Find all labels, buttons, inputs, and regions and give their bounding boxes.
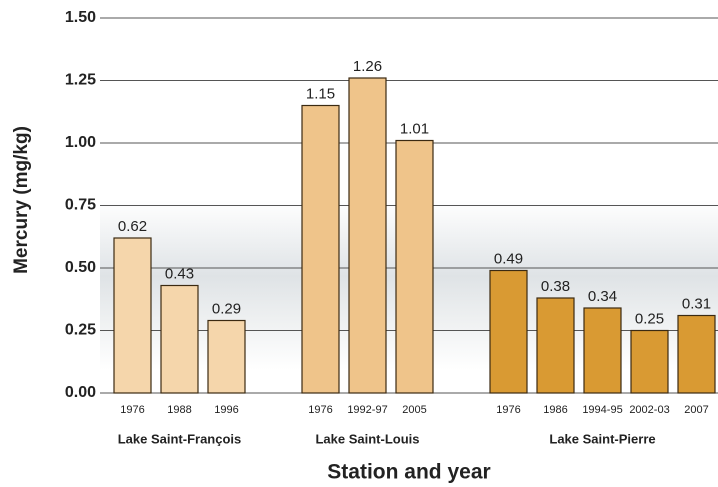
bar	[301, 104, 340, 394]
bar	[113, 237, 152, 394]
y-tick-label: 0.50	[65, 259, 96, 276]
value-label: 0.49	[494, 250, 523, 267]
value-label: 0.34	[588, 288, 617, 305]
x-tick-label: 1994-95	[582, 404, 622, 416]
bar	[583, 307, 622, 394]
value-label: 0.62	[118, 218, 147, 235]
bar	[630, 329, 669, 394]
x-tick-label: 1976	[120, 404, 144, 416]
value-label: 1.01	[400, 120, 429, 137]
y-tick-label: 0.00	[65, 384, 96, 401]
bar	[348, 77, 387, 394]
bar	[395, 139, 434, 394]
value-label: 1.26	[353, 58, 382, 75]
y-tick-label: 0.25	[65, 322, 96, 339]
value-label: 0.43	[165, 265, 194, 282]
x-axis-title: Station and year	[327, 461, 490, 484]
bar	[207, 319, 246, 394]
y-axis-title: Mercury (mg/kg)	[11, 126, 32, 274]
y-tick-label: 1.50	[65, 9, 96, 26]
bar	[536, 297, 575, 394]
x-tick-label: 2007	[684, 404, 708, 416]
x-tick-label: 1976	[308, 404, 332, 416]
bar	[160, 284, 199, 394]
value-label: 0.25	[635, 310, 664, 327]
group-label: Lake Saint-François	[118, 431, 242, 446]
y-tick-label: 1.25	[65, 72, 96, 89]
group-label: Lake Saint-Louis	[315, 431, 419, 446]
x-tick-label: 1988	[167, 404, 191, 416]
x-tick-label: 1992-97	[347, 404, 387, 416]
bar	[489, 269, 528, 394]
x-tick-label: 1986	[543, 404, 567, 416]
value-label: 0.29	[212, 300, 241, 317]
x-tick-label: 1996	[214, 404, 238, 416]
y-tick-label: 0.75	[65, 197, 96, 214]
x-tick-label: 2005	[402, 404, 426, 416]
value-label: 0.31	[682, 295, 711, 312]
bar	[677, 314, 716, 394]
y-tick-label: 1.00	[65, 134, 96, 151]
x-tick-label: 1976	[496, 404, 520, 416]
value-label: 1.15	[306, 85, 335, 102]
group-label: Lake Saint-Pierre	[549, 431, 655, 446]
x-tick-label: 2002-03	[629, 404, 669, 416]
value-label: 0.38	[541, 278, 570, 295]
